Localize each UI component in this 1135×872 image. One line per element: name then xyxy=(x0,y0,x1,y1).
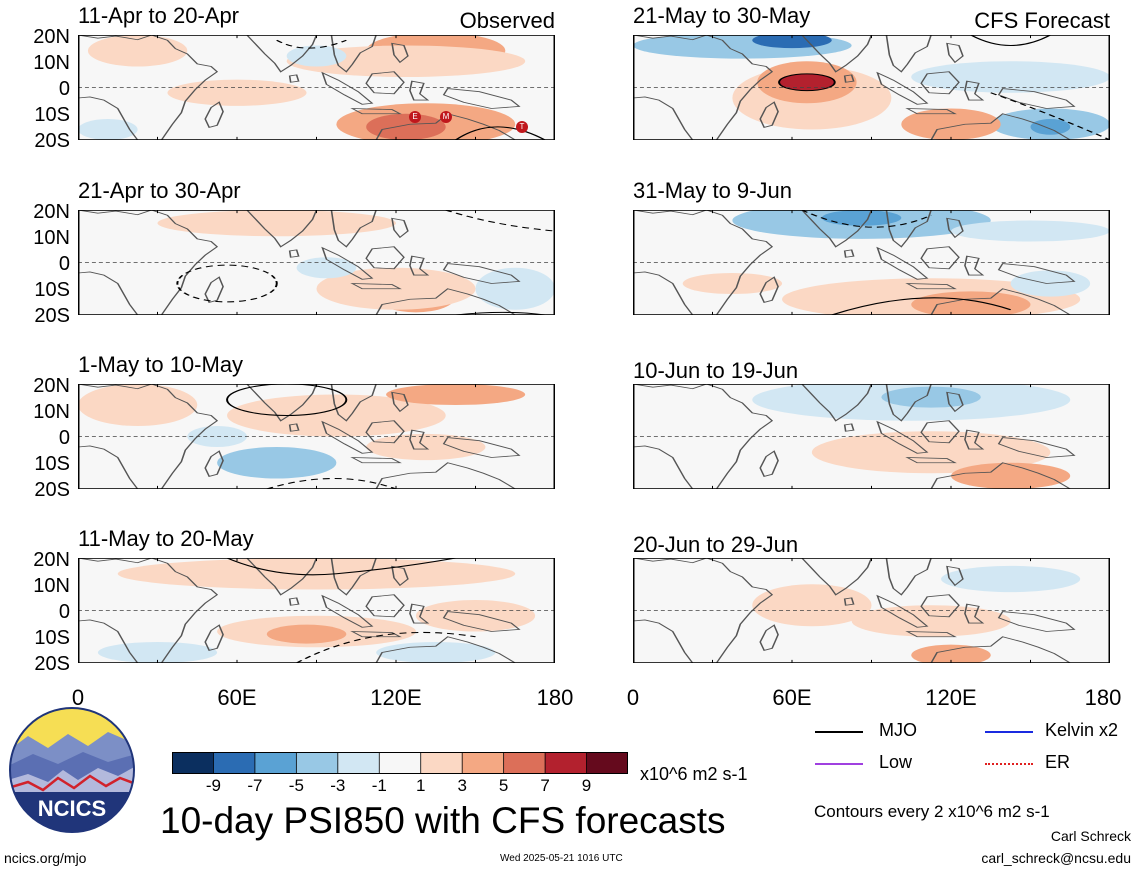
panel-title: 10-Jun to 19-Jun xyxy=(633,358,799,383)
panel-title: 20-Jun to 29-Jun xyxy=(633,532,799,557)
lat-label: 20N xyxy=(33,26,70,48)
colorbar-tick-label: 7 xyxy=(540,776,550,795)
colorbar-swatch xyxy=(378,752,422,774)
lat-label: 10N xyxy=(33,575,70,597)
colorbar-swatch xyxy=(544,752,588,774)
colorbar-tick-label: 5 xyxy=(498,776,509,795)
colorbar-tick-label: -3 xyxy=(330,776,346,795)
map-panel-observed-1 xyxy=(78,35,555,140)
lat-label: 10S xyxy=(34,627,70,649)
panel-title: 31-May to 9-Jun xyxy=(633,178,792,203)
email: carl_schreck@ncsu.edu xyxy=(981,850,1131,866)
lon-label: 60E xyxy=(217,685,257,710)
marker-t: T xyxy=(516,121,528,133)
lon-label: 60E xyxy=(772,685,812,710)
panel-title: 1-May to 10-May xyxy=(78,352,244,377)
contour-note: Contours every 2 x10^6 m2 s-1 xyxy=(814,802,1050,821)
map-panel-forecast-4 xyxy=(633,558,1110,663)
colorbar-units: x10^6 m2 s-1 xyxy=(640,764,748,784)
colorbar-tick-label: -9 xyxy=(205,776,222,795)
colorbar-tick-label: -7 xyxy=(247,776,263,795)
cfs-forecast-header: CFS Forecast xyxy=(974,8,1110,33)
lat-label: 0 xyxy=(58,427,70,449)
panel-title: 21-Apr to 30-Apr xyxy=(78,178,241,203)
colorbar-swatch xyxy=(420,752,464,774)
panel-title: 21-May to 30-May xyxy=(633,3,811,28)
colorbar-tick-label: -1 xyxy=(371,776,387,795)
colorbar-swatch xyxy=(503,752,546,774)
website: ncics.org/mjo xyxy=(4,850,87,866)
lat-label: 10N xyxy=(33,401,70,423)
lat-label: 20S xyxy=(34,653,70,675)
logo-text: NCICS xyxy=(38,796,106,821)
lat-label: 10N xyxy=(33,227,70,249)
lat-label: 10S xyxy=(34,104,70,126)
map-panel-forecast-3 xyxy=(633,384,1110,489)
colorbar-tick-label: -5 xyxy=(288,776,304,795)
colorbar-tick-label: 9 xyxy=(581,776,592,795)
lon-label: 120E xyxy=(370,685,422,710)
colorbar-swatch xyxy=(213,752,256,774)
colorbar xyxy=(172,752,628,774)
lon-label: 0 xyxy=(71,685,85,710)
colorbar-swatch xyxy=(295,752,339,774)
lon-label: 180 xyxy=(536,685,574,710)
colorbar-tick-label: 1 xyxy=(415,776,426,795)
colorbar-swatch xyxy=(254,752,298,774)
colorbar-swatch xyxy=(461,752,505,774)
lat-label: 20N xyxy=(33,549,70,571)
ncics-logo: NCICS xyxy=(9,707,135,833)
lat-label: 20S xyxy=(34,305,70,327)
map-panel-observed-2 xyxy=(78,210,555,315)
lat-label: 10S xyxy=(34,453,70,475)
panel-title: 11-May to 20-May xyxy=(78,526,254,551)
map-panel-forecast-2 xyxy=(633,210,1110,315)
lat-label: 0 xyxy=(58,253,70,275)
main-title: 10-day PSI850 with CFS forecasts xyxy=(160,800,726,841)
observed-header: Observed xyxy=(459,8,555,33)
panel-title: 11-Apr to 20-Apr xyxy=(78,3,240,28)
marker-e: E xyxy=(409,111,421,123)
lat-label: 10S xyxy=(34,279,70,301)
map-panel-forecast-1 xyxy=(633,35,1110,140)
author: Carl Schreck xyxy=(1050,828,1131,844)
lat-label: 20N xyxy=(33,201,70,223)
lon-label: 120E xyxy=(925,685,977,710)
lon-label: 0 xyxy=(626,685,640,710)
colorbar-swatch xyxy=(586,752,628,774)
lat-label: 0 xyxy=(58,78,70,100)
marker-m: M xyxy=(440,111,452,123)
colorbar-tick-label: 3 xyxy=(457,776,467,795)
lat-label: 20S xyxy=(34,479,70,501)
map-panel-observed-4 xyxy=(78,558,555,663)
lon-label: 180 xyxy=(1084,685,1122,710)
lat-label: 20N xyxy=(33,375,70,397)
lat-label: 0 xyxy=(58,601,70,623)
colorbar-swatch xyxy=(337,752,381,774)
lat-label: 10N xyxy=(33,52,70,74)
timestamp: Wed 2025-05-21 1016 UTC xyxy=(500,853,623,864)
map-panel-observed-3 xyxy=(78,384,555,489)
colorbar-swatch xyxy=(172,752,215,774)
lat-label: 20S xyxy=(34,130,70,152)
